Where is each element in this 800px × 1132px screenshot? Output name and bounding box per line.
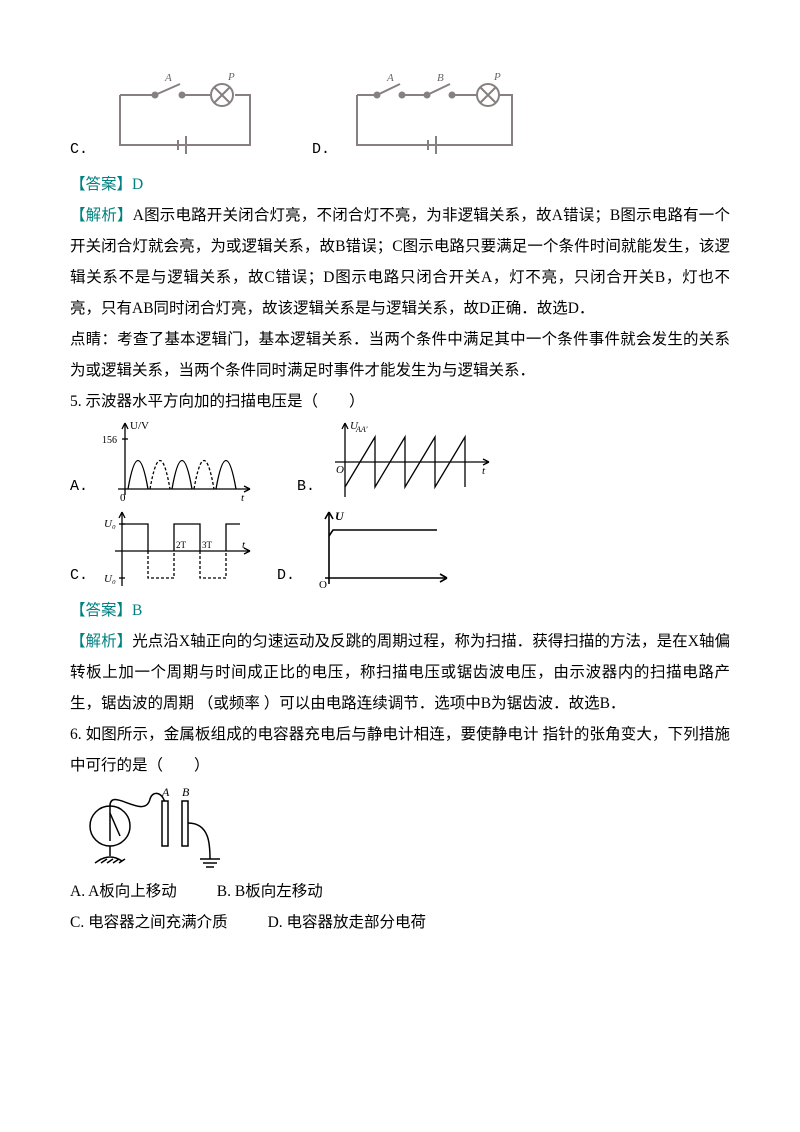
q6-opt-D: D. 电容器放走部分电荷 bbox=[268, 907, 426, 938]
svg-text:t: t bbox=[241, 492, 245, 502]
q5-optC-plot: U₀ U₀ 2T 3T t bbox=[100, 506, 255, 591]
svg-text:U/V: U/V bbox=[130, 420, 149, 432]
q5-d-label: D. bbox=[277, 561, 295, 591]
svg-text:O: O bbox=[319, 579, 327, 591]
circuit-c-diagram: A P bbox=[100, 70, 270, 165]
svg-text:U₀: U₀ bbox=[104, 518, 116, 530]
option-c-label: C. bbox=[70, 135, 88, 165]
svg-text:A: A bbox=[386, 72, 394, 84]
circuit-d-diagram: A B P bbox=[342, 70, 532, 165]
q5-answer: 【答案】B bbox=[70, 595, 730, 626]
qcd-answer: 【答案】D bbox=[70, 169, 730, 200]
q5-b-label: B. bbox=[297, 472, 315, 502]
option-d-label: D. bbox=[312, 135, 330, 165]
svg-text:O: O bbox=[336, 464, 344, 476]
q5-optA-plot: U/V 156 0 t bbox=[100, 417, 255, 502]
q6-opt-A: A. A板向上移动 bbox=[70, 876, 177, 907]
qcd-explain-body: A图示电路开关闭合灯亮，不闭合灯不亮，为非逻辑关系，故A错误；B图示电路有一个开… bbox=[70, 207, 730, 317]
svg-text:156: 156 bbox=[102, 435, 117, 446]
svg-text:A: A bbox=[161, 785, 170, 799]
qcd-note: 点睛：考查了基本逻辑门，基本逻辑关系．当两个条件中满足其中一个条件事件就会发生的… bbox=[70, 324, 730, 386]
qcd-explanation: 【解析】A图示电路开关闭合灯亮，不闭合灯不亮，为非逻辑关系，故A错误；B图示电路… bbox=[70, 200, 730, 324]
q6-stem: 6. 如图所示，金属板组成的电容器充电后与静电计相连，要使静电计 指针的张角变大… bbox=[70, 719, 730, 781]
document-page: C. A P bbox=[0, 0, 800, 1018]
svg-text:U: U bbox=[335, 509, 345, 523]
q5-explain-heading: 【解析】 bbox=[70, 633, 132, 650]
qcd-explain-heading: 【解析】 bbox=[70, 207, 133, 224]
q6-opt-C: C. 电容器之间充满介质 bbox=[70, 907, 228, 938]
svg-text:B: B bbox=[182, 785, 190, 799]
svg-text:P: P bbox=[493, 71, 501, 83]
options-cd-row: C. A P bbox=[70, 70, 730, 165]
q5-stem: 5. 示波器水平方向加的扫描电压是（ ） bbox=[70, 386, 730, 417]
q6-opts-ab: A. A板向上移动 B. B板向左移动 bbox=[70, 876, 730, 907]
svg-text:t: t bbox=[482, 465, 486, 477]
q5-explain-body: 光点沿X轴正向的匀速运动及反跳的周期过程，称为扫描．获得扫描的方法，是在X轴偏转… bbox=[70, 633, 730, 712]
svg-text:AA': AA' bbox=[355, 425, 368, 434]
q5-optD-plot: U O bbox=[307, 506, 457, 591]
svg-text:U₀: U₀ bbox=[104, 573, 116, 585]
svg-text:B: B bbox=[437, 72, 444, 84]
q5-a-label: A. bbox=[70, 472, 88, 502]
svg-text:0: 0 bbox=[120, 492, 126, 502]
q6-opts-cd: C. 电容器之间充满介质 D. 电容器放走部分电荷 bbox=[70, 907, 730, 938]
q6-opt-B: B. B板向左移动 bbox=[217, 876, 323, 907]
svg-text:A: A bbox=[164, 72, 172, 84]
q5-explanation: 【解析】光点沿X轴正向的匀速运动及反跳的周期过程，称为扫描．获得扫描的方法，是在… bbox=[70, 626, 730, 719]
svg-text:2T: 2T bbox=[176, 540, 187, 550]
q5-c-label: C. bbox=[70, 561, 88, 591]
svg-text:3T: 3T bbox=[202, 540, 213, 550]
svg-text:P: P bbox=[227, 71, 235, 83]
q5-options-ab: A. U/V 156 0 t B. bbox=[70, 417, 730, 502]
q6-diagram: A B bbox=[70, 781, 240, 876]
q5-options-cd: C. U₀ U₀ 2T 3T t D. bbox=[70, 506, 730, 591]
qcd-note-heading: 点睛： bbox=[70, 331, 117, 348]
qcd-note-body: 考查了基本逻辑门，基本逻辑关系．当两个条件中满足其中一个条件事件就会发生的关系为… bbox=[70, 331, 730, 379]
q5-optB-plot: U AA' O t bbox=[327, 417, 497, 502]
